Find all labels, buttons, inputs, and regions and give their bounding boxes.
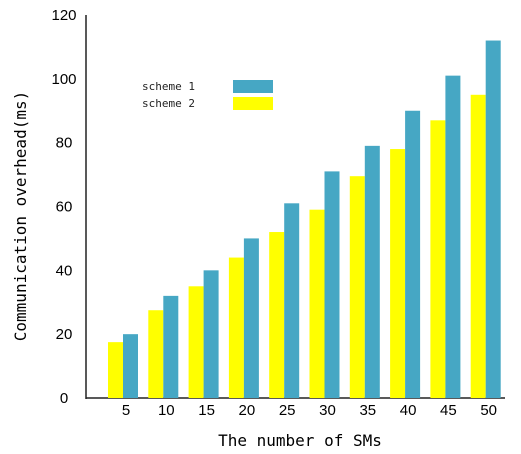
legend-swatch-scheme-2 — [233, 97, 273, 110]
y-tick-label: 120 — [51, 7, 76, 24]
x-tick-label: 20 — [239, 402, 256, 419]
bar-scheme-1 — [364, 145, 380, 398]
x-tick-label: 5 — [122, 402, 130, 419]
bars — [108, 40, 501, 399]
y-tick-label: 100 — [51, 71, 76, 88]
bar-scheme-1 — [445, 75, 461, 399]
x-axis-title: The number of SMs — [218, 431, 382, 450]
bar-scheme-2 — [390, 149, 406, 398]
y-tick-label: 20 — [56, 326, 73, 343]
bar-scheme-1 — [203, 270, 219, 398]
bar-scheme-1 — [163, 295, 179, 398]
x-tick-label: 35 — [359, 402, 376, 419]
bar-scheme-2 — [188, 286, 204, 398]
bar-scheme-2 — [430, 120, 446, 398]
bar-scheme-1 — [485, 40, 501, 399]
legend-swatch-scheme-1 — [233, 80, 273, 93]
bar-scheme-2 — [108, 342, 123, 398]
y-tick-label: 60 — [56, 199, 73, 216]
y-axis-title: Communication overhead(ms) — [11, 91, 30, 341]
bar-scheme-2 — [228, 257, 244, 398]
legend: scheme 1 scheme 2 — [142, 80, 273, 110]
bar-scheme-2 — [309, 209, 325, 398]
x-tick-label: 45 — [440, 402, 457, 419]
bar-scheme-1 — [123, 334, 138, 398]
x-tick-label: 15 — [198, 402, 215, 419]
bar-scheme-2 — [349, 176, 365, 398]
bar-scheme-2 — [148, 310, 164, 398]
bar-scheme-1 — [284, 203, 300, 398]
bar-scheme-2 — [470, 94, 486, 399]
x-tick-label: 25 — [279, 402, 296, 419]
bar-scheme-1 — [405, 110, 421, 398]
x-tick-label: 10 — [158, 402, 175, 419]
y-tick-label: 0 — [60, 390, 68, 407]
y-tick-label: 40 — [56, 262, 73, 279]
x-tick-label: 50 — [480, 402, 497, 419]
legend-label-scheme-1: scheme 1 — [142, 80, 195, 93]
x-tick-label: 40 — [400, 402, 417, 419]
bar-scheme-1 — [324, 171, 340, 398]
x-tick-label: 30 — [319, 402, 336, 419]
legend-label-scheme-2: scheme 2 — [142, 97, 195, 110]
tick-labels: 0 20 40 60 80 100 120 5 10 15 20 25 30 35 40 45 50 — [51, 7, 497, 419]
bar-scheme-2 — [269, 232, 285, 398]
bar-scheme-1 — [243, 238, 259, 398]
y-tick-label: 80 — [56, 135, 73, 152]
